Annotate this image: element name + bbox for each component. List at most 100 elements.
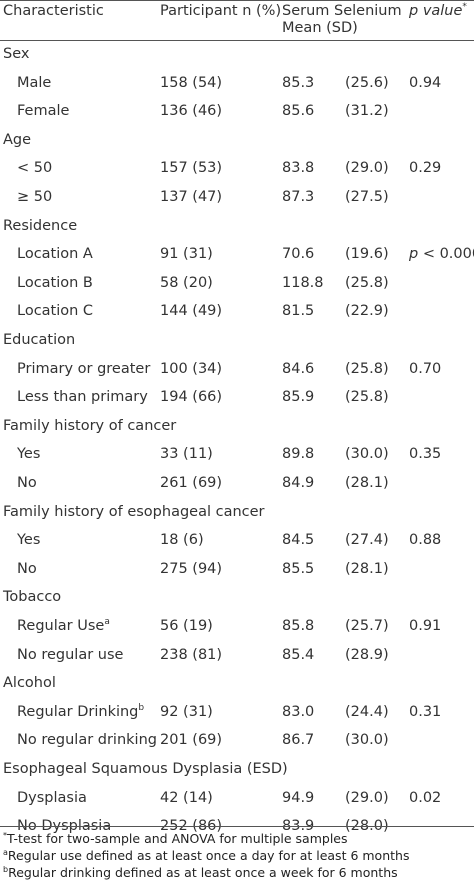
participant-count: 137 (47) — [160, 189, 223, 205]
row-label: Yes — [17, 446, 40, 463]
row-label-text: < 50 — [17, 160, 53, 177]
row-label-text: No — [17, 560, 37, 577]
row-label-footnote-mark: b — [138, 702, 145, 713]
selenium-mean: 94.9 — [282, 789, 315, 806]
row-label: Regular Drinkingb — [17, 702, 145, 721]
selenium-sd: (28.9) — [345, 646, 389, 663]
selenium-sd: (27.5) — [345, 189, 389, 205]
header-characteristic: Characteristic — [3, 3, 104, 19]
participant-count: 136 (46) — [160, 103, 223, 120]
selenium-mean: 84.6 — [282, 360, 315, 377]
participant-count: 201 (69) — [160, 732, 223, 749]
row-label: Location C — [17, 303, 93, 320]
row-label-text: No regular use — [17, 646, 124, 663]
header-p-value: p value* — [409, 3, 467, 20]
participant-count: 92 (31) — [160, 703, 213, 720]
p-value-text: < 0.0001 — [422, 246, 474, 263]
selenium-mean: 70.6 — [282, 246, 315, 263]
row-label: Yes — [17, 532, 40, 549]
participant-count: 261 (69) — [160, 475, 223, 491]
header-p-value-sup: * — [462, 2, 467, 12]
row-label: Location A — [17, 246, 93, 263]
row-label-text: Dysplasia — [17, 789, 87, 806]
selenium-sd: (19.6) — [345, 246, 389, 263]
row-label: No — [17, 475, 37, 492]
footnote-mark: b — [3, 865, 9, 874]
selenium-mean: 85.6 — [282, 103, 315, 120]
selenium-mean: 85.3 — [282, 74, 315, 91]
row-label-text: Yes — [17, 532, 41, 549]
participant-count: 157 (53) — [160, 160, 223, 177]
selenium-mean: 83.0 — [282, 703, 315, 720]
selenium-sd: (25.7) — [345, 618, 389, 634]
selenium-mean: 118.8 — [282, 274, 324, 291]
p-value: 0.88 — [409, 532, 442, 549]
selenium-sd: (30.0) — [345, 732, 389, 749]
selenium-mean: 89.8 — [282, 446, 315, 463]
row-label-text: No — [17, 475, 37, 491]
selenium-mean: 87.3 — [282, 189, 315, 205]
group-heading: Family history of cancer — [3, 417, 177, 434]
selenium-sd: (25.8) — [345, 274, 389, 291]
group-heading: Education — [3, 332, 76, 348]
row-label-text: Regular Use — [17, 618, 105, 634]
participant-count: 42 (14) — [160, 789, 213, 806]
row-label: No regular drinking — [17, 732, 157, 749]
p-value: 0.70 — [409, 360, 442, 377]
table-bottom-rule — [0, 826, 474, 827]
footnote-mark: * — [3, 831, 7, 840]
selenium-sd: (28.1) — [345, 475, 389, 491]
row-label: Location B — [17, 275, 93, 292]
selenium-sd: (25.6) — [345, 74, 389, 91]
p-value: 0.35 — [409, 446, 442, 463]
header-serum-selenium: Serum Selenium Mean (SD) — [282, 3, 402, 37]
selenium-mean: 81.5 — [282, 303, 315, 320]
selenium-sd: (31.2) — [345, 103, 389, 120]
selenium-sd: (24.4) — [345, 703, 389, 720]
row-label: No — [17, 561, 37, 578]
group-heading: Tobacco — [3, 589, 62, 606]
group-heading: Alcohol — [3, 675, 56, 692]
row-label-text: Regular Drinking — [17, 703, 139, 720]
selenium-mean: 83.8 — [282, 160, 315, 177]
row-label-text: Male — [17, 74, 52, 91]
row-label: Primary or greater — [17, 361, 150, 378]
row-label: < 50 — [17, 160, 52, 177]
footnote-mark: a — [3, 848, 8, 857]
participant-count: 18 (6) — [160, 532, 204, 549]
group-heading: Family history of esophageal cancer — [3, 503, 265, 520]
row-label-footnote-mark: a — [104, 617, 110, 627]
row-label-text: Location B — [17, 274, 93, 291]
p-value: 0.91 — [409, 618, 442, 634]
selenium-sd: (25.8) — [345, 389, 389, 406]
table-top-rule — [0, 0, 474, 1]
selenium-sd: (22.9) — [345, 303, 389, 320]
participant-count: 58 (20) — [160, 274, 213, 291]
row-label-text: Less than primary — [17, 389, 148, 406]
participant-count: 275 (94) — [160, 560, 223, 577]
header-serum-line1: Serum Selenium — [282, 3, 402, 19]
row-label-text: Yes — [17, 446, 41, 463]
row-label: No regular use — [17, 647, 123, 664]
selenium-sd: (25.8) — [345, 360, 389, 377]
row-label-text: Primary or greater — [17, 360, 151, 377]
p-value: p < 0.0001 — [409, 246, 474, 263]
p-value: 0.94 — [409, 74, 442, 91]
footnote-text: Regular drinking defined as at least onc… — [8, 865, 398, 880]
footnote-text: Regular use defined as at least once a d… — [7, 848, 410, 863]
participant-count: 238 (81) — [160, 646, 223, 663]
group-heading: Esophageal Squamous Dysplasia (ESD) — [3, 761, 288, 777]
row-label-text: No regular drinking — [17, 732, 157, 749]
footnote: *T-test for two-sample and ANOVA for mul… — [3, 831, 348, 846]
row-label-text: Location A — [17, 246, 93, 263]
row-label: Regular Usea — [17, 618, 110, 635]
group-heading: Age — [3, 131, 32, 148]
participant-count: 56 (19) — [160, 618, 213, 634]
selenium-mean: 85.5 — [282, 560, 315, 577]
selenium-sd: (30.0) — [345, 446, 389, 463]
header-p-value-label: p value — [409, 3, 463, 19]
footnote-text: T-test for two-sample and ANOVA for mult… — [7, 831, 348, 846]
selenium-sd: (27.4) — [345, 532, 389, 549]
row-label-text: Female — [17, 103, 70, 120]
header-serum-line2: Mean (SD) — [282, 20, 358, 36]
